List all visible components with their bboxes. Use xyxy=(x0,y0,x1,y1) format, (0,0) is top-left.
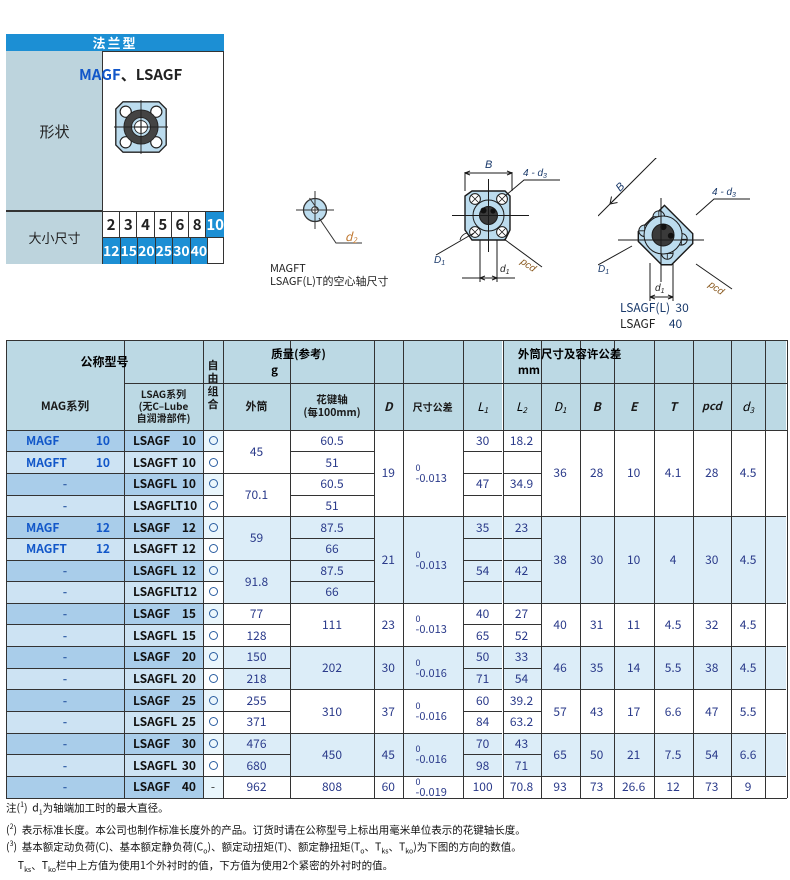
svg-text:4 - d3: 4 - d3 xyxy=(712,187,736,199)
svg-text:4 - d3: 4 - d3 xyxy=(523,168,547,180)
svg-text:d1: d1 xyxy=(655,283,665,295)
svg-text:pcd: pcd xyxy=(517,256,538,275)
svg-text:pcd: pcd xyxy=(705,279,726,298)
svg-text:D1: D1 xyxy=(434,255,445,267)
svg-text:B: B xyxy=(614,180,628,194)
svg-text:D1: D1 xyxy=(598,264,609,276)
svg-text:d1: d1 xyxy=(500,264,510,276)
svg-text:B: B xyxy=(485,160,492,171)
